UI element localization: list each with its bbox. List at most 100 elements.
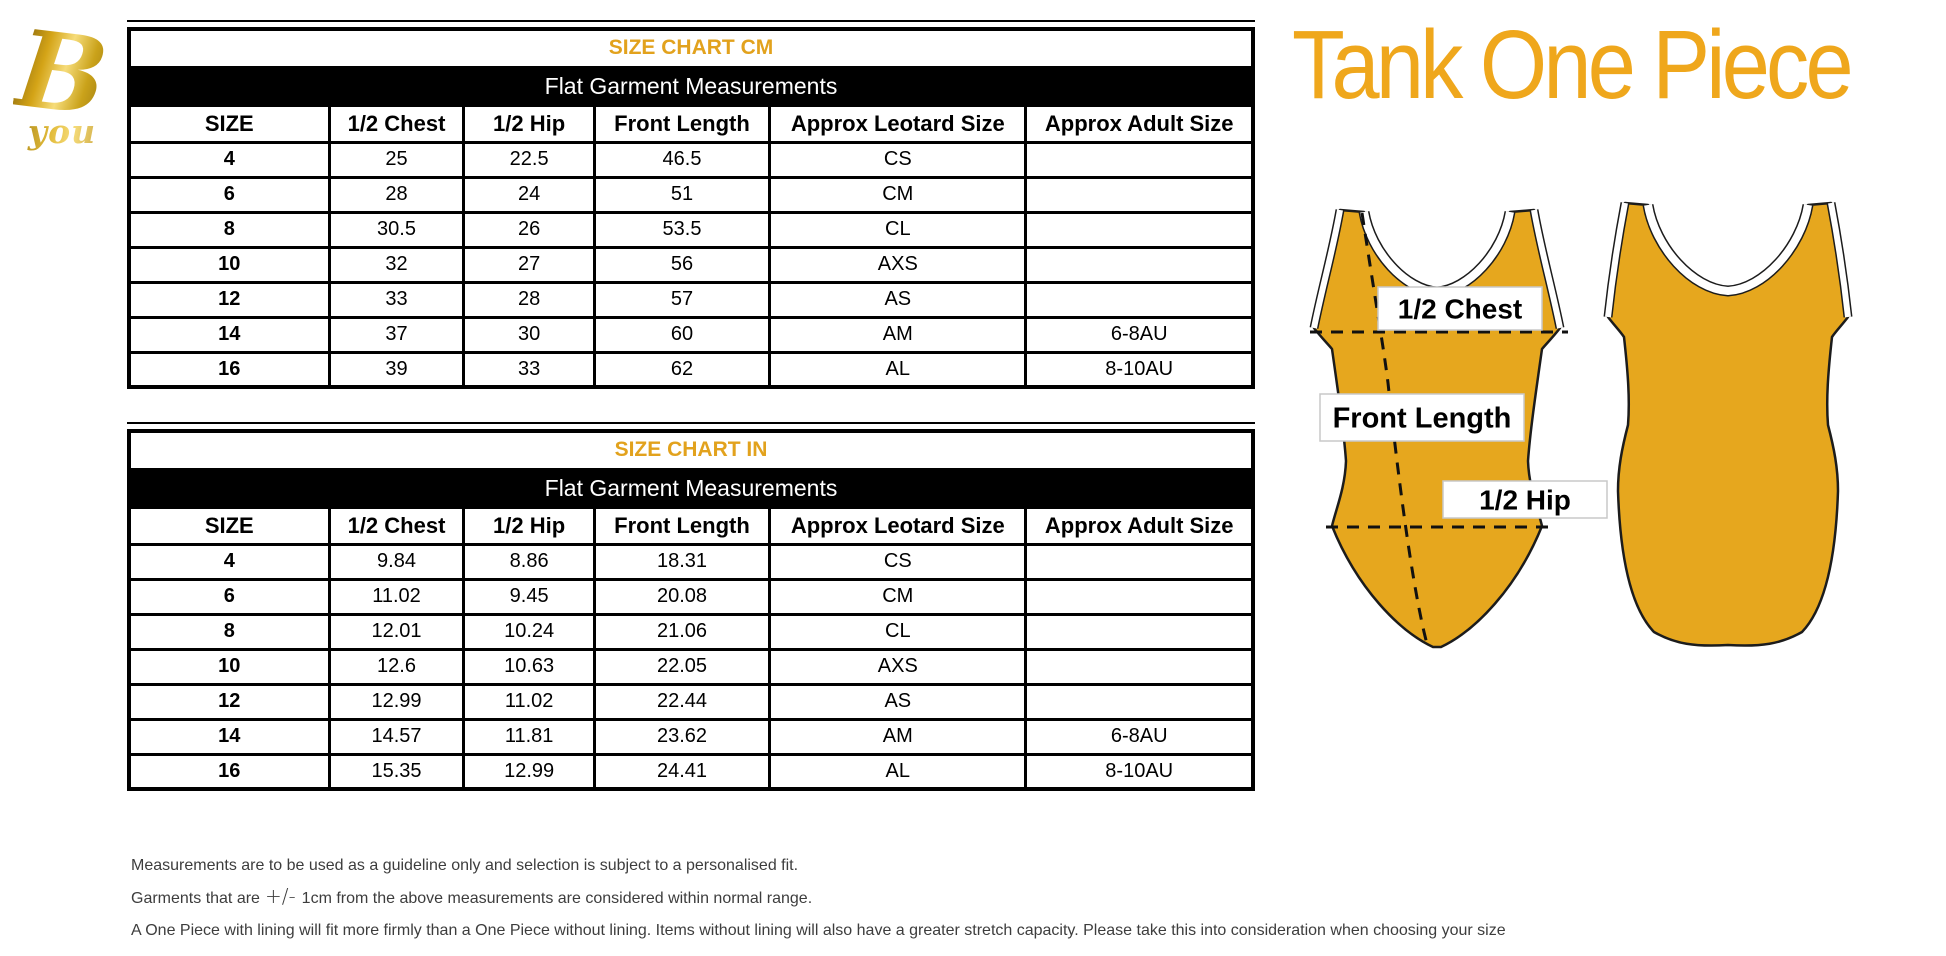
value-cell: 39 [327,350,466,389]
value-cell: AS [768,682,1028,721]
column-header: Front Length [592,103,772,144]
column-header: 1/2 Chest [327,103,466,144]
value-cell: 33 [462,350,596,389]
table-top-rule [127,422,1255,424]
chest-label-text: 1/2 Chest [1398,293,1523,324]
value-cell: 12.99 [462,752,596,791]
size-cell: 12 [127,682,331,721]
value-cell: 22.5 [462,140,596,179]
brand-logo-b-icon: B [9,5,115,140]
value-cell: CL [768,612,1028,651]
back-armhole-trim-left-white [1605,202,1628,318]
hip-measurement-label: 1/2 Hip [1442,480,1608,519]
table-row: 8 30.5 26 53.5 CL [127,210,1255,249]
value-cell: 8-10AU [1024,350,1255,389]
back-armhole-trim-right-white [1828,202,1851,318]
value-cell: AS [768,280,1028,319]
value-cell: 30 [462,315,596,354]
size-cell: 6 [127,175,331,214]
column-header: Approx Leotard Size [768,103,1028,144]
value-cell [1024,577,1255,616]
product-title: Tank One Piece [1292,11,1854,120]
table-row: 4 25 22.5 46.5 CS [127,140,1255,179]
value-cell: 21.06 [592,612,772,651]
size-chart-cm-container: SIZE CHART CM Flat Garment Measurements SI… [127,27,1255,389]
front-length-label-text: Front Length [1333,403,1512,435]
value-cell: 37 [327,315,466,354]
table-title: SIZE CHART CM [127,27,1255,69]
size-cell: 4 [127,542,331,581]
value-cell: 12.6 [327,647,466,686]
value-cell: 11.02 [462,682,596,721]
size-chart-in: SIZE CHART IN Flat Garment Measurements SI… [127,429,1255,791]
table-row: 8 12.01 10.24 21.06 CL [127,612,1255,651]
value-cell: 9.84 [327,542,466,581]
value-cell: 32 [327,245,466,284]
size-cell: 6 [127,577,331,616]
front-armhole-trim-left-white [1311,209,1343,329]
value-cell [1024,612,1255,651]
value-cell: 11.02 [327,577,466,616]
value-cell: 22.44 [592,682,772,721]
value-cell [1024,140,1255,179]
size-cell: 10 [127,245,331,284]
value-cell [1024,542,1255,581]
footnote-line-2: Garments that are +/- 1cm from the above m… [131,884,1691,908]
value-cell: 57 [592,280,772,319]
value-cell: 11.81 [462,717,596,756]
table-title: SIZE CHART IN [127,429,1255,471]
value-cell: 60 [592,315,772,354]
brand-logo: B you [10,5,114,151]
column-header: SIZE [127,505,331,546]
size-chart-in-block: SIZE CHART IN Flat Garment Measurements SI… [127,422,1255,791]
table-row: 10 32 27 56 AXS [127,245,1255,284]
table-row: 14 14.57 11.81 23.62 AM 6-8AU [127,717,1255,756]
value-cell: AM [768,315,1028,354]
value-cell: 28 [462,280,596,319]
size-chart-cm-block: SIZE CHART CM Flat Garment Measurements SI… [127,20,1255,389]
value-cell: 23.62 [592,717,772,756]
value-cell: 10.24 [462,612,596,651]
value-cell [1024,682,1255,721]
footnotes: Measurements are to be used as a guideli… [131,856,1691,941]
size-cell: 14 [127,315,331,354]
value-cell [1024,647,1255,686]
front-armhole-trim-right-white [1531,209,1563,329]
value-cell: AXS [768,245,1028,284]
value-cell: 12.01 [327,612,466,651]
footnote-line-1: Measurements are to be used as a guideli… [131,857,799,874]
column-header: 1/2 Hip [462,505,596,546]
value-cell: 6-8AU [1024,315,1255,354]
brand-logo-word: you [10,112,114,151]
table-subtitle: Flat Garment Measurements [127,467,1255,509]
table-row: 10 12.6 10.63 22.05 AXS [127,647,1255,686]
value-cell: AXS [768,647,1028,686]
value-cell: 62 [592,350,772,389]
size-cell: 16 [127,752,331,791]
value-cell [1024,280,1255,319]
size-cell: 4 [127,140,331,179]
value-cell: 56 [592,245,772,284]
value-cell [1024,210,1255,249]
column-header: Approx Adult Size [1024,505,1255,546]
value-cell: AM [768,717,1028,756]
table-row: 12 12.99 11.02 22.44 AS [127,682,1255,721]
value-cell: 53.5 [592,210,772,249]
value-cell: 20.08 [592,577,772,616]
front-length-measurement-label: Front Length [1319,393,1525,442]
value-cell: 51 [592,175,772,214]
size-cell: 12 [127,280,331,319]
value-cell: CS [768,140,1028,179]
value-cell: CM [768,577,1028,616]
value-cell: 28 [327,175,466,214]
value-cell: 24 [462,175,596,214]
value-cell: 26 [462,210,596,249]
size-cell: 14 [127,717,331,756]
size-charts: SIZE CHART CM Flat Garment Measurements SI… [127,20,1255,791]
column-header: SIZE [127,103,331,144]
leotard-diagram: 1/2 Chest Front Length 1/2 Hip [1300,195,1870,700]
table-row: 12 33 28 57 AS [127,280,1255,319]
column-header: Approx Leotard Size [768,505,1028,546]
value-cell: 33 [327,280,466,319]
